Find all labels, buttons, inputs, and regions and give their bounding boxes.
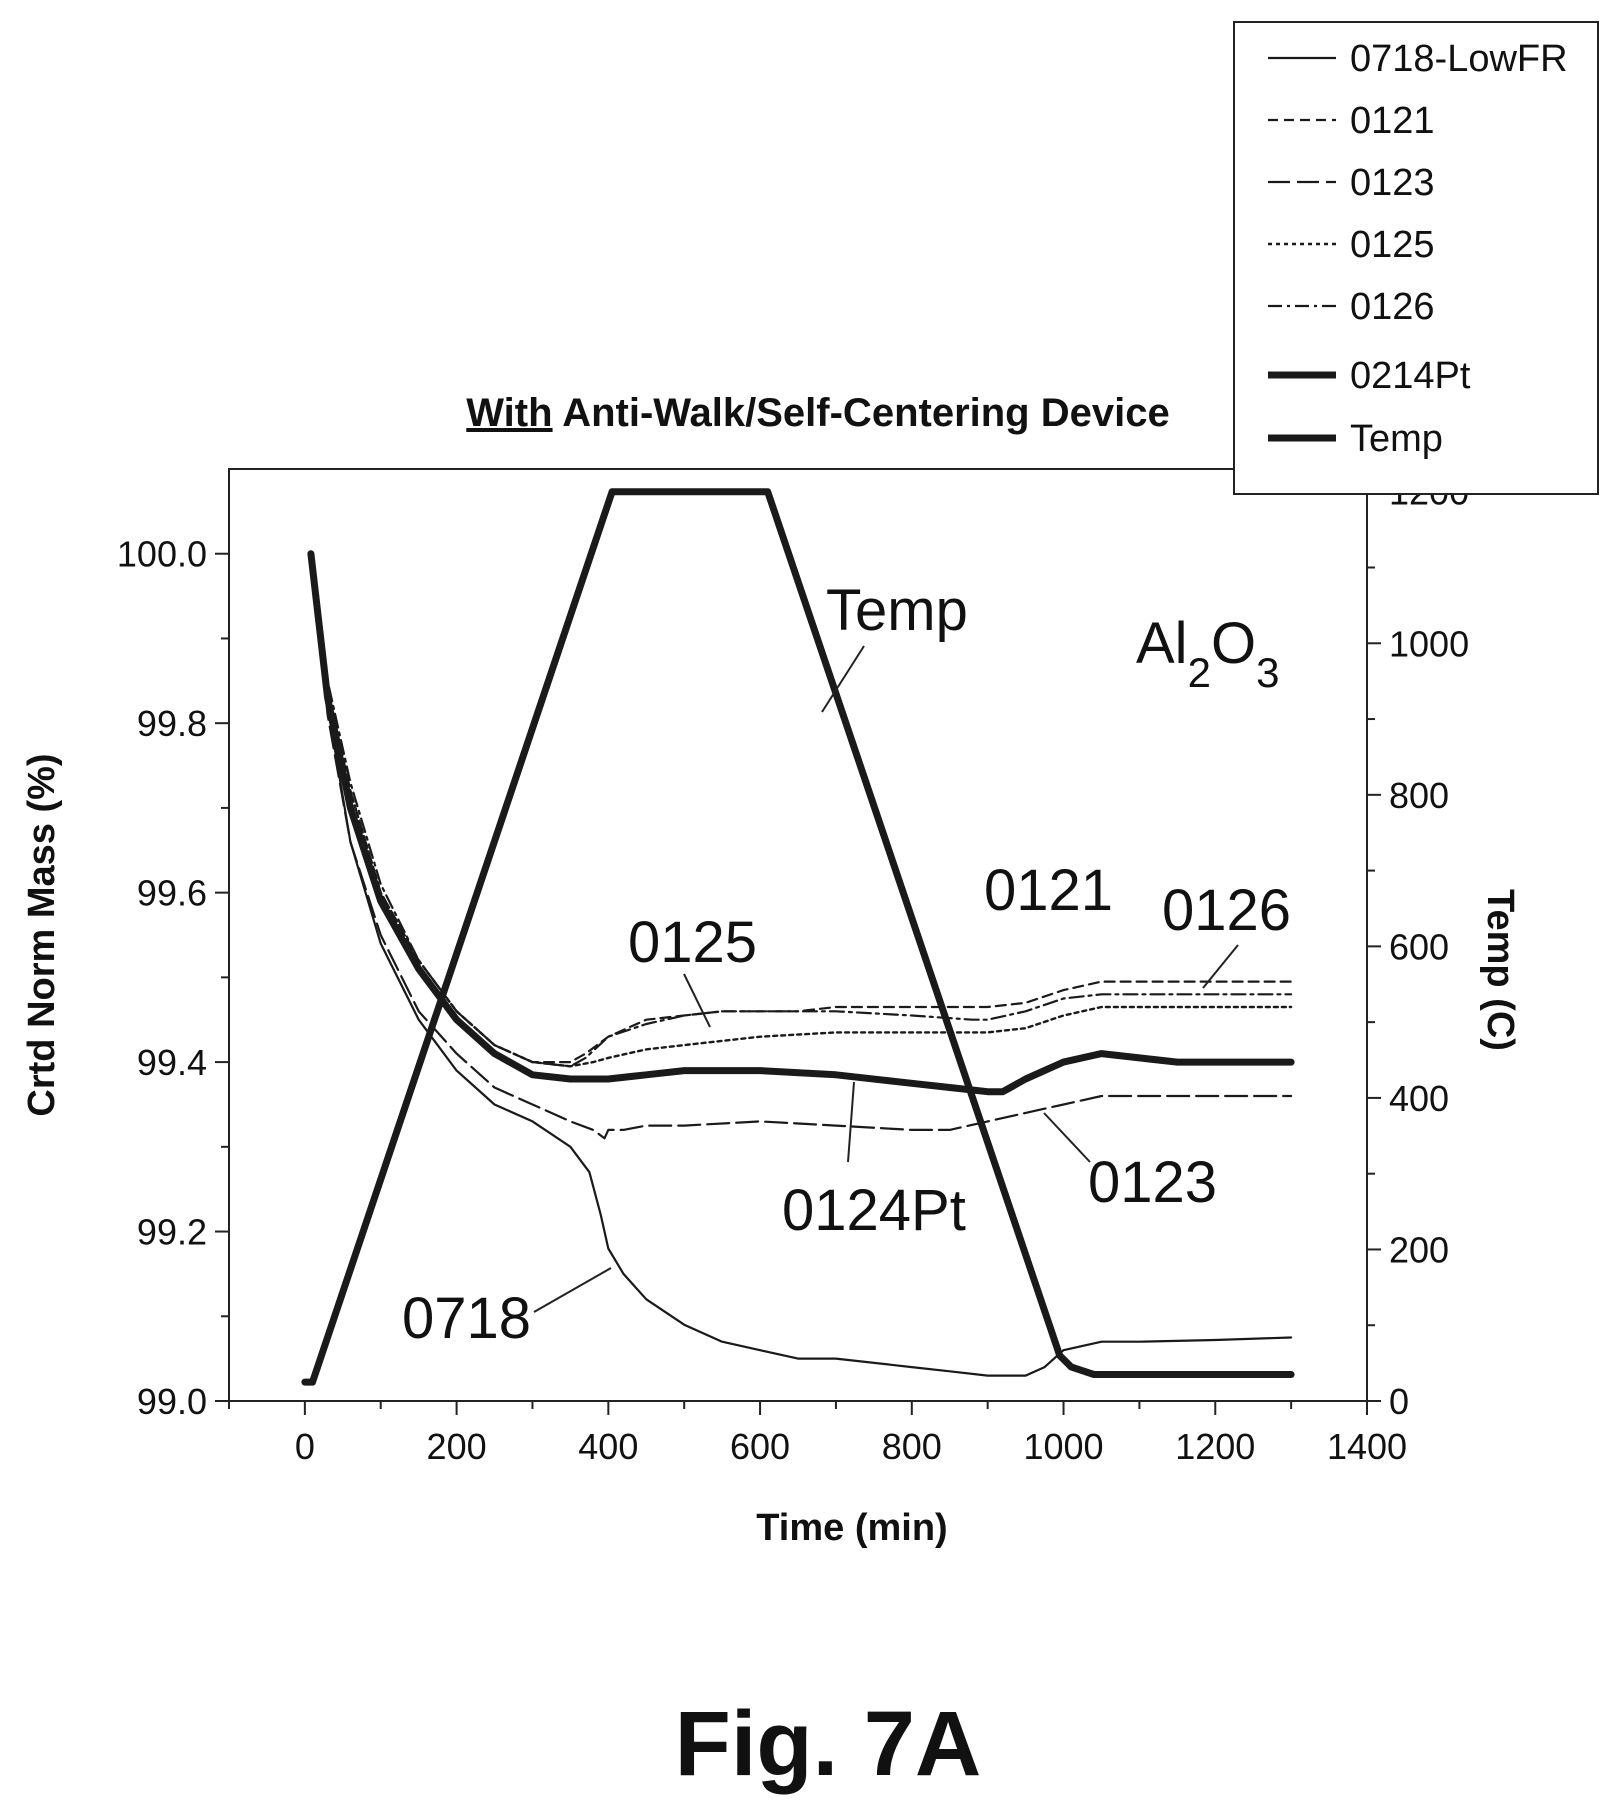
figure-label: Fig. 7A — [675, 1693, 982, 1795]
series-line-0214pt — [307, 550, 1295, 1096]
y2-tick-label: 600 — [1389, 926, 1449, 967]
legend-label: 0123 — [1350, 162, 1435, 204]
legend-label: 0125 — [1350, 224, 1435, 266]
y-tick-label: 99.6 — [137, 873, 207, 914]
legend-box — [1233, 21, 1599, 495]
series-line-0126 — [309, 552, 1293, 1068]
y-axis-left: 99.0 99.2 99.4 99.6 99.8 100.0 — [117, 534, 229, 1422]
x-tick-label: 800 — [882, 1426, 942, 1467]
annotation-0125: 0125 — [628, 910, 757, 975]
y-axis-title: Crtd Norm Mass (%) — [21, 753, 63, 1116]
annotation-temp-leader — [821, 645, 865, 713]
material-el2: O — [1211, 611, 1256, 676]
x-axis: 0 200 400 600 800 1000 1200 1400 — [228, 1401, 1407, 1467]
annotation-0125-leader — [683, 973, 711, 1028]
x-tick-label: 200 — [427, 1426, 487, 1467]
chart-title-emphasis: With — [466, 391, 552, 435]
y2-tick-label: 800 — [1389, 775, 1449, 816]
x-tick-label: 600 — [730, 1426, 790, 1467]
annotation-0126: 0126 — [1162, 878, 1291, 943]
annotation-0124pt-leader — [847, 1081, 855, 1163]
annotations: Temp 0121 0126 0125 0124Pt 0123 0718 — [402, 578, 1291, 1351]
annotation-0123-leader — [1043, 1112, 1091, 1163]
material-label: Al2O3 — [1136, 611, 1279, 696]
annotation-0121: 0121 — [984, 858, 1113, 923]
y-tick-label: 99.4 — [137, 1042, 207, 1083]
legend-label: 0126 — [1350, 286, 1435, 328]
y-tick-label: 99.8 — [137, 703, 207, 744]
y2-tick-label: 0 — [1389, 1381, 1409, 1422]
legend: 0718-LowFR 0121 0123 0125 0126 0214Pt Temp — [1233, 21, 1599, 495]
y2-axis-title: Temp (C) — [1479, 889, 1521, 1051]
annotation-0718: 0718 — [402, 1286, 531, 1351]
chart-title: With Anti-Walk/Self-Centering Device — [466, 391, 1169, 435]
y2-tick-label: 1000 — [1389, 623, 1469, 664]
material-el1: Al — [1136, 611, 1188, 676]
x-tick-label: 0 — [295, 1426, 315, 1467]
y2-tick-label: 400 — [1389, 1078, 1449, 1119]
series-line-0718-lowfr — [309, 552, 1293, 1377]
legend-items: 0718-LowFR 0121 0123 0125 0126 0214Pt Temp — [1268, 38, 1568, 460]
series-layer — [301, 488, 1295, 1386]
x-tick-label: 1000 — [1023, 1426, 1103, 1467]
y-tick-label: 99.0 — [137, 1381, 207, 1422]
x-axis-title: Time (min) — [756, 1507, 947, 1549]
material-sub2: 3 — [1256, 649, 1279, 696]
series-line-temp — [301, 488, 1295, 1386]
annotation-0718-leader — [533, 1267, 612, 1313]
plot-frame — [228, 468, 1368, 1402]
annotation-0123: 0123 — [1088, 1150, 1217, 1215]
legend-label: 0718-LowFR — [1350, 38, 1568, 80]
legend-label: 0214Pt — [1350, 355, 1471, 397]
annotation-0124pt: 0124Pt — [782, 1178, 966, 1243]
legend-label: Temp — [1350, 418, 1443, 460]
annotation-temp: Temp — [826, 578, 968, 643]
y2-tick-label: 200 — [1389, 1229, 1449, 1270]
series-line-0123 — [309, 552, 1293, 1140]
annotation-0126-leader — [1202, 944, 1239, 989]
chart-title-rest: Anti-Walk/Self-Centering Device — [553, 391, 1170, 435]
y-tick-label: 100.0 — [117, 534, 207, 575]
svg-text:With Anti-Walk/Self-Centering: With Anti-Walk/Self-Centering Device — [466, 391, 1169, 435]
material-sub1: 2 — [1188, 649, 1211, 696]
legend-label: 0121 — [1350, 100, 1435, 142]
x-tick-label: 1400 — [1327, 1426, 1407, 1467]
x-tick-label: 1200 — [1175, 1426, 1255, 1467]
y-tick-label: 99.2 — [137, 1212, 207, 1253]
x-tick-label: 400 — [578, 1426, 638, 1467]
